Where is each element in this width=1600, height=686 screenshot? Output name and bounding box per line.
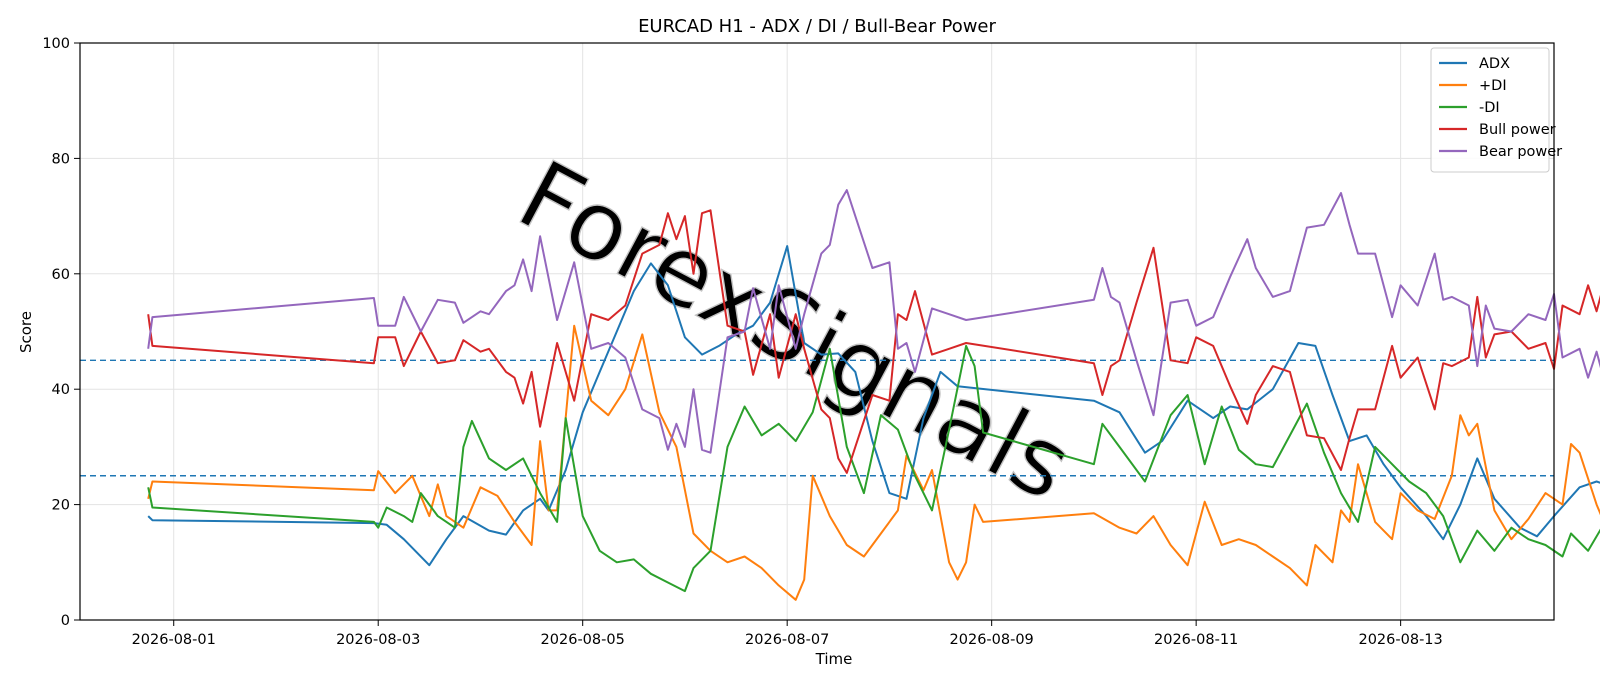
- legend-label: ADX: [1479, 56, 1510, 72]
- series-line-di: [147, 324, 1600, 601]
- y-tick-label: 40: [52, 382, 70, 398]
- plot-frame: [79, 42, 1555, 621]
- x-tick-label: 2026-08-05: [541, 632, 625, 648]
- x-tick-label: 2026-08-09: [950, 632, 1034, 648]
- x-tick-label: 2026-08-03: [336, 632, 420, 648]
- y-axis-ticks: 0 20 40 60 80 100: [42, 36, 80, 629]
- series-line-adx: [147, 245, 1600, 567]
- series-line-bear-power: [147, 189, 1600, 454]
- y-tick-label: 20: [52, 498, 70, 514]
- legend-label: Bear power: [1479, 144, 1562, 160]
- y-axis-label: Score: [17, 311, 35, 353]
- chart-title: EURCAD H1 - ADX / DI / Bull-Bear Power: [638, 16, 996, 37]
- x-tick-label: 2026-08-13: [1358, 632, 1442, 648]
- x-axis-label: Time: [815, 650, 853, 668]
- series-line-di: [147, 344, 1600, 593]
- y-tick-label: 60: [52, 267, 70, 283]
- x-tick-label: 2026-08-07: [745, 632, 829, 648]
- x-axis-ticks: 2026-08-01 2026-08-03 2026-08-05 2026-08-07…: [132, 620, 1443, 648]
- legend-label: Bull power: [1479, 122, 1556, 138]
- series-lines: [147, 189, 1600, 601]
- x-tick-label: 2026-08-11: [1154, 632, 1238, 648]
- y-tick-label: 80: [52, 151, 70, 167]
- y-tick-label: 0: [61, 613, 70, 629]
- legend-label: -DI: [1479, 100, 1500, 116]
- series-line-bull-power: [147, 209, 1600, 474]
- legend-box: [1430, 47, 1550, 173]
- legend: ADX +DI -DI Bull power Bear power: [1430, 47, 1562, 173]
- y-tick-label: 100: [42, 36, 70, 52]
- legend-label: +DI: [1479, 78, 1507, 94]
- x-tick-label: 2026-08-01: [132, 632, 216, 648]
